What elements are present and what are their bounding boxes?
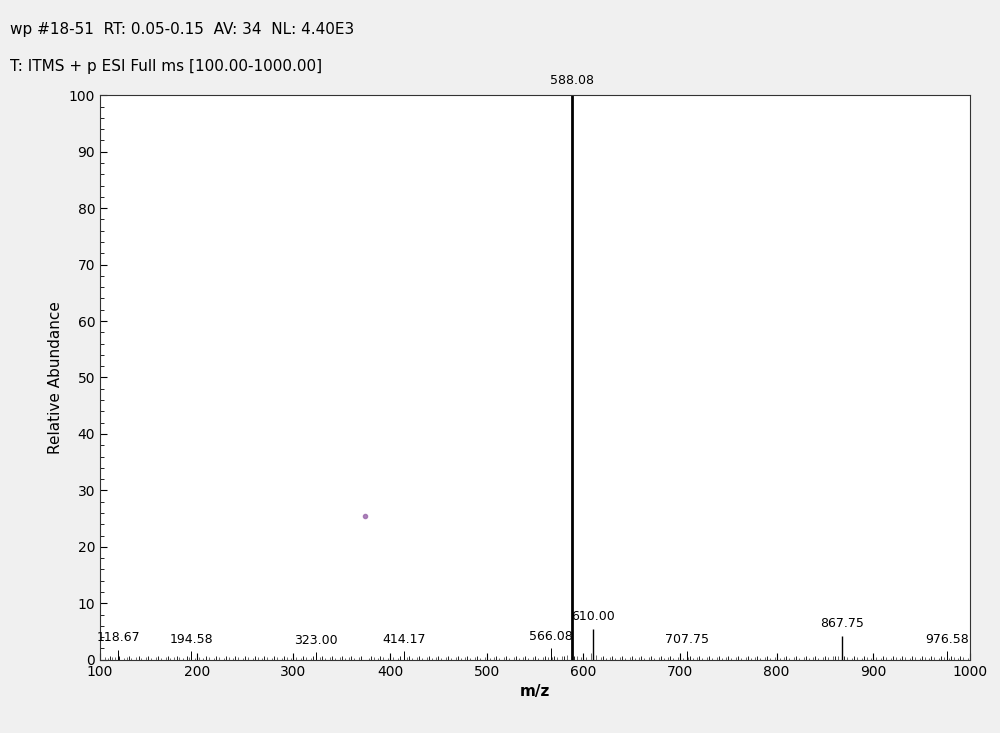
Text: 588.08: 588.08	[550, 74, 594, 86]
Text: 867.75: 867.75	[820, 617, 864, 630]
Text: 414.17: 414.17	[382, 633, 425, 646]
Text: 707.75: 707.75	[665, 633, 709, 646]
Y-axis label: Relative Abundance: Relative Abundance	[48, 301, 63, 454]
Text: wp #18-51  RT: 0.05-0.15  AV: 34  NL: 4.40E3: wp #18-51 RT: 0.05-0.15 AV: 34 NL: 4.40E…	[10, 22, 354, 37]
Text: 323.00: 323.00	[294, 634, 337, 647]
Text: T: ITMS + p ESI Full ms [100.00-1000.00]: T: ITMS + p ESI Full ms [100.00-1000.00]	[10, 59, 322, 73]
Text: 118.67: 118.67	[96, 631, 140, 644]
Text: 566.08: 566.08	[529, 630, 572, 643]
Text: 976.58: 976.58	[925, 633, 969, 646]
X-axis label: m/z: m/z	[520, 684, 550, 699]
Text: 194.58: 194.58	[170, 633, 213, 646]
Text: 610.00: 610.00	[571, 610, 615, 623]
